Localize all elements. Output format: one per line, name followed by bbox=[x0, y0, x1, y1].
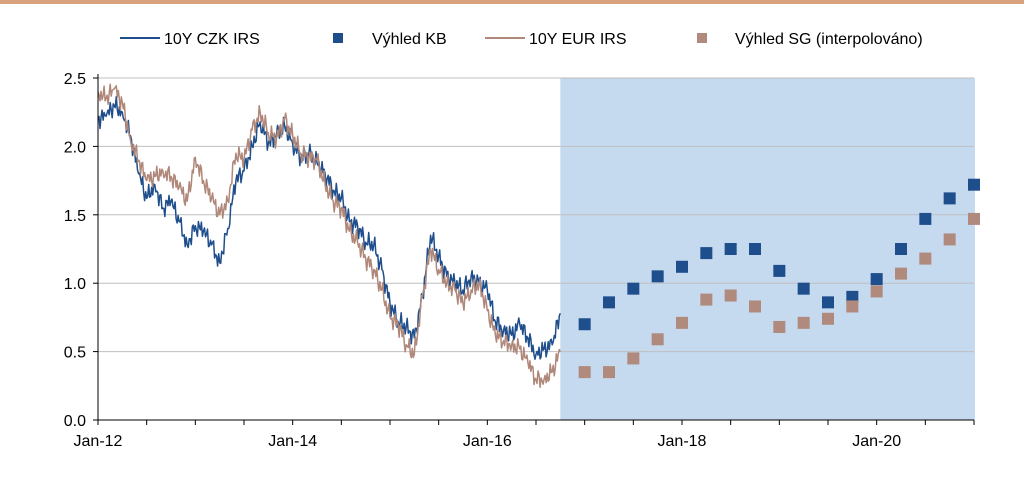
series-kb-forecast bbox=[578, 178, 980, 331]
series-sg-forecast bbox=[578, 212, 980, 379]
marker-point bbox=[797, 316, 810, 329]
marker-point bbox=[773, 264, 786, 277]
marker-point bbox=[895, 267, 907, 280]
marker-point bbox=[822, 296, 834, 309]
x-tick-label: Jan-20 bbox=[852, 433, 901, 450]
top-rule bbox=[0, 0, 1024, 4]
series-line bbox=[97, 95, 561, 360]
series-line bbox=[97, 83, 561, 389]
marker-point bbox=[846, 290, 859, 303]
x-tick-label: Jan-12 bbox=[74, 433, 123, 450]
marker-point bbox=[676, 316, 688, 329]
marker-point bbox=[822, 312, 834, 325]
y-tick-label: 1.0 bbox=[64, 276, 86, 293]
x-tick-label: Jan-16 bbox=[463, 433, 512, 450]
marker-point bbox=[919, 252, 932, 265]
legend: 10Y CZK IRS Výhled KB 10Y EUR IRS Výhled SG… bbox=[120, 31, 923, 48]
series-czk-irs bbox=[97, 95, 561, 360]
legend-label-sg: Výhled SG (interpolováno) bbox=[735, 31, 923, 48]
marker-point bbox=[578, 318, 591, 331]
marker-point bbox=[603, 296, 615, 309]
marker-point bbox=[700, 293, 713, 306]
legend-swatch-kb bbox=[333, 33, 343, 43]
legend-label-eur-irs: 10Y EUR IRS bbox=[529, 31, 627, 48]
marker-point bbox=[578, 366, 591, 379]
y-tick-label: 0.5 bbox=[64, 345, 86, 362]
marker-point bbox=[724, 289, 737, 302]
marker-point bbox=[700, 247, 713, 260]
axes: 0.0 0.5 1.0 1.5 2.0 2.5 Jan-12 Jan-14 Jan-16 Jan-… bbox=[64, 71, 975, 450]
series-layer bbox=[97, 83, 980, 389]
marker-point bbox=[603, 366, 615, 379]
marker-point bbox=[627, 282, 640, 295]
marker-point bbox=[870, 285, 883, 298]
marker-point bbox=[749, 300, 761, 313]
y-tick-label: 0.0 bbox=[64, 413, 86, 430]
series-eur-irs bbox=[97, 83, 561, 389]
marker-point bbox=[895, 243, 907, 255]
marker-point bbox=[797, 282, 810, 295]
legend-swatch-sg bbox=[697, 33, 707, 43]
forecast-band bbox=[560, 78, 975, 420]
y-tick-label: 2.0 bbox=[64, 139, 86, 156]
y-tick-label: 1.5 bbox=[64, 208, 86, 225]
marker-point bbox=[724, 243, 737, 255]
legend-label-czk-irs: 10Y CZK IRS bbox=[164, 31, 260, 48]
legend-label-kb: Výhled KB bbox=[372, 31, 447, 48]
marker-point bbox=[943, 192, 956, 205]
x-tick-label: Jan-14 bbox=[268, 433, 317, 450]
gridlines bbox=[98, 77, 974, 353]
marker-point bbox=[846, 300, 859, 313]
marker-point bbox=[651, 333, 664, 346]
marker-point bbox=[773, 320, 786, 333]
marker-point bbox=[968, 212, 980, 225]
marker-point bbox=[749, 243, 761, 255]
marker-point bbox=[919, 212, 932, 225]
marker-point bbox=[651, 270, 664, 283]
marker-point bbox=[943, 233, 956, 246]
marker-point bbox=[968, 178, 980, 191]
y-tick-label: 2.5 bbox=[64, 71, 86, 88]
marker-point bbox=[627, 352, 640, 365]
marker-point bbox=[870, 273, 883, 286]
marker-point bbox=[676, 260, 688, 273]
x-tick-label: Jan-18 bbox=[658, 433, 707, 450]
